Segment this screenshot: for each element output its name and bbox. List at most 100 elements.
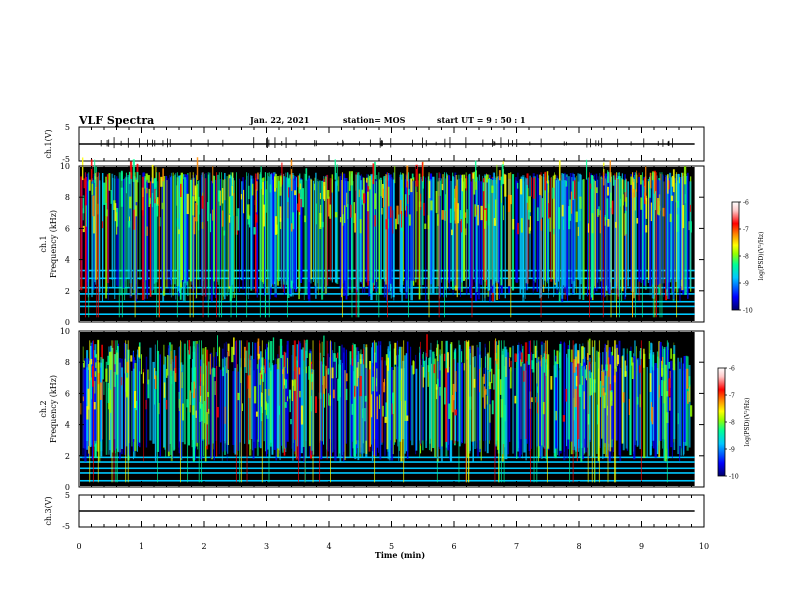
spectral-column [305,174,307,295]
spectral-column [609,174,612,283]
time-tick-label: 3 [264,542,269,551]
spectral-patch [672,169,675,193]
spectral-patch [253,227,256,235]
spectral-column [684,173,687,295]
sferic-streak [198,340,200,483]
spectral-column [646,367,648,458]
spectral-patch [650,402,652,422]
spectral-patch [588,338,591,355]
spectral-patch [428,181,431,199]
spectral-patch [612,175,615,186]
spectral-patch [479,368,481,393]
spectral-patch [107,355,110,365]
spectral-column [162,176,166,296]
spectral-patch [374,161,376,180]
spectral-column [377,341,380,453]
spectral-column [664,364,667,462]
spectral-patch [223,230,226,236]
spectral-patch [475,206,477,216]
sferic-streak [498,340,500,483]
spectral-column [658,341,661,458]
spectral-patch [178,229,180,235]
spectral-patch [248,215,251,228]
spectral-patch [110,190,112,204]
spectral-column [466,341,469,458]
spectral-patch [496,358,498,365]
sferic-streak [236,172,237,318]
spectral-column [385,174,387,285]
spectral-column [149,181,152,297]
spectral-patch [651,406,654,425]
spectral-patch [390,206,392,218]
sferic-streak [444,172,445,318]
spectral-patch [94,173,96,180]
spectral-column [300,349,303,454]
spectral-patch [446,352,449,373]
spectral-patch [325,365,327,389]
spectral-column [502,348,505,445]
spectral-column [440,355,442,457]
spectral-column [548,175,549,299]
spectral-column [592,349,594,456]
spectral-patch [649,373,652,392]
spectral-patch [179,191,181,214]
spectral-patch [329,204,332,219]
spectral-patch [199,401,201,422]
spectral-column [415,354,417,455]
sferic-streak [264,172,266,318]
spectral-column [518,353,520,449]
spectral-patch [221,188,224,204]
spectral-patch [195,202,198,222]
spectral-patch [282,369,284,375]
spectral-column [594,180,597,288]
sferic-streak [116,340,118,483]
spectral-patch [350,204,352,218]
spectral-patch [472,173,474,179]
spectral-patch [418,201,422,207]
spectral-patch [535,397,537,403]
spectral-patch [323,335,325,357]
spectral-column [523,363,526,453]
ch1-spectrogram-ticks [78,166,705,322]
spectral-patch [301,188,305,208]
spectral-column [472,173,474,287]
spectral-patch [294,190,297,196]
spectral-patch [630,176,633,185]
spectral-column [342,362,344,456]
spectral-column [553,365,556,453]
spectral-column [344,177,346,281]
sferic-streak [230,172,232,318]
spectral-patch [300,405,304,425]
sferic-streak [510,172,512,318]
spectral-patch [607,219,610,227]
spectral-column [283,176,285,285]
spectral-column [83,369,87,449]
spectral-column [605,178,607,296]
spectral-patch [105,203,107,216]
spectral-patch [667,174,669,194]
spectral-column [236,364,238,456]
spectral-patch [310,395,312,412]
frequency-tick-label: 4 [65,421,70,430]
spectral-patch [667,180,670,190]
spectral-patch [465,228,467,236]
spectral-patch [675,182,677,203]
spectral-patch [615,366,617,372]
spectral-column [565,177,568,296]
spectral-column [263,177,265,284]
spectral-column [188,350,190,446]
spectral-patch [142,196,144,216]
sferic-streak [134,172,136,318]
spectral-patch [364,408,366,422]
spectral-column [670,177,673,279]
sferic-streak [84,172,86,318]
spectral-column [682,363,685,456]
spectral-column [619,176,622,280]
spectral-patch [213,368,216,377]
spectral-column [87,181,89,298]
spectral-patch [214,381,216,395]
spectral-patch [163,382,166,398]
spectral-column [474,179,476,283]
spectral-column [166,180,168,288]
spectral-column [371,179,373,280]
